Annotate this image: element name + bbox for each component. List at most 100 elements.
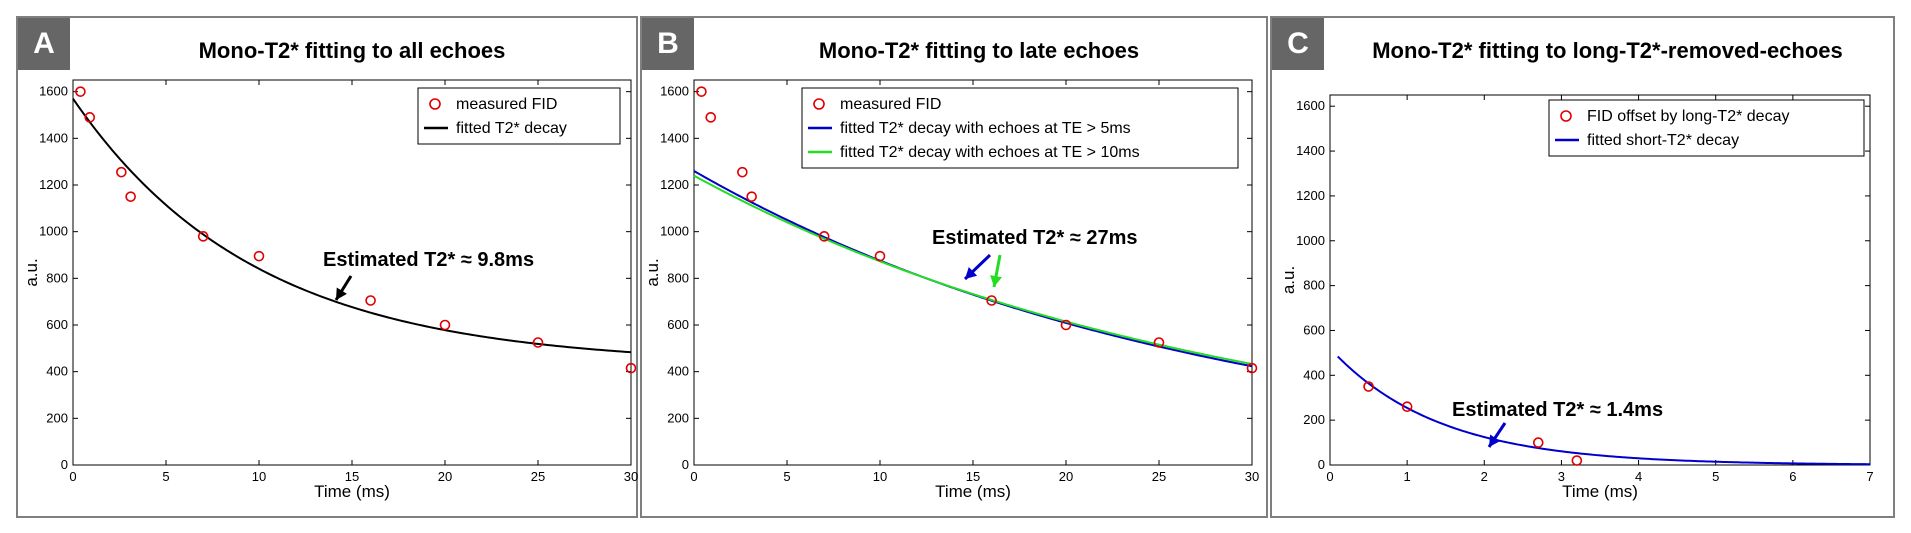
y-tick-label: 800 [1303, 278, 1325, 293]
panel-c: C Mono-T2* fitting to long-T2*-removed-e… [1270, 16, 1895, 518]
chart-title: Mono-T2* fitting to long-T2*-removed-ech… [1372, 38, 1843, 63]
x-tick-label: 10 [873, 469, 887, 484]
x-tick-label: 30 [1245, 469, 1259, 484]
legend-box [1548, 99, 1865, 157]
data-point [737, 166, 748, 178]
y-tick-label: 1600 [660, 84, 689, 99]
x-tick-label: 20 [438, 469, 452, 484]
x-tick-label: 5 [783, 469, 790, 484]
y-tick-label: 800 [667, 270, 689, 285]
chart-a: 0 200 400 600 800 1000 1200 1400 1600 0 5 10 15 20 25 3… [22, 79, 638, 501]
x-tick-label: 0 [690, 469, 697, 484]
y-tick-label: 1000 [660, 224, 689, 239]
legend-entry: fitted T2* decay with echoes at TE > 5ms [840, 120, 1131, 137]
annotation-text: Estimated T2* ≈ 9.8ms [323, 249, 534, 271]
legend-box [417, 87, 621, 145]
data-point [1571, 455, 1583, 466]
y-tick-label: 200 [1303, 412, 1325, 427]
data-point [1153, 337, 1165, 348]
x-axis-label: Time (ms) [935, 482, 1011, 501]
annotation-text: Estimated T2* ≈ 27ms [932, 227, 1138, 249]
y-tick-label: 1600 [1296, 98, 1325, 113]
annotation-arrowhead [336, 287, 347, 300]
y-tick-label: 200 [46, 410, 68, 425]
y-axis-label: a.u. [1279, 266, 1298, 294]
y-tick-label: 400 [667, 364, 689, 379]
data-point [116, 166, 127, 178]
legend-marker [1560, 110, 1572, 122]
legend-box [801, 87, 1239, 169]
plot-area [1329, 94, 1871, 466]
y-tick-label: 0 [682, 457, 689, 472]
data-point [1246, 362, 1258, 374]
x-tick-label: 25 [531, 469, 545, 484]
data-point [986, 295, 997, 306]
x-tick-label: 4 [1635, 469, 1642, 484]
data-point [1363, 381, 1374, 392]
data-point [1060, 319, 1072, 331]
x-tick-label: 15 [345, 469, 359, 484]
data-point [84, 112, 96, 123]
data-point [874, 250, 886, 262]
series-line-1 [1337, 355, 1871, 466]
series-line-2 [693, 174, 1253, 366]
x-tick-label: 7 [1866, 469, 1873, 484]
chart-title: Mono-T2* fitting to all echoes [198, 38, 506, 63]
panel-a: A Mono-T2* fitting to all echoes 0 200 400… [16, 16, 638, 518]
chart-title: Mono-T2* fitting to late echoes [818, 38, 1140, 63]
x-tick-label: 5 [162, 469, 169, 484]
legend-entry: FID offset by long-T2* decay [1587, 108, 1789, 125]
chart-c: 0 200 400 600 800 1000 1200 1400 1600 0 1 2 3 4 5 6 7 Tim… [1279, 94, 1874, 501]
y-tick-label: 1400 [39, 130, 68, 145]
panel-label: B [642, 18, 694, 70]
y-tick-label: 1200 [1296, 188, 1325, 203]
x-tick-label: 5 [1712, 469, 1719, 484]
x-tick-label: 25 [1152, 469, 1166, 484]
y-tick-label: 600 [667, 317, 689, 332]
panel-b: B Mono-T2* fitting to late echoes 0 200 40… [640, 16, 1268, 518]
series-line-1 [72, 98, 632, 354]
data-point [1532, 437, 1544, 448]
x-axis-label: Time (ms) [1562, 482, 1638, 501]
panel-label: A [18, 18, 70, 70]
y-tick-label: 1200 [39, 177, 68, 192]
y-tick-label: 600 [46, 317, 68, 332]
y-tick-label: 1600 [39, 84, 68, 99]
x-tick-label: 10 [252, 469, 266, 484]
x-tick-label: 30 [624, 469, 638, 484]
panel-label: C [1272, 18, 1324, 70]
data-point [746, 191, 757, 202]
data-point [625, 362, 637, 374]
legend-entry: measured FID [456, 96, 557, 113]
x-tick-label: 15 [966, 469, 980, 484]
annotation-text: Estimated T2* ≈ 1.4ms [1452, 399, 1663, 421]
legend-marker [429, 98, 441, 110]
legend-entry: fitted short-T2* decay [1587, 132, 1739, 149]
data-point [197, 231, 209, 242]
legend-entry: measured FID [840, 96, 941, 113]
annotation-arrowhead [990, 275, 1002, 287]
annotation-arrowhead [1489, 434, 1501, 447]
y-tick-label: 1400 [660, 130, 689, 145]
y-tick-label: 0 [61, 457, 68, 472]
y-tick-label: 1200 [660, 177, 689, 192]
legend-entry: fitted T2* decay [456, 120, 567, 137]
legend-marker [813, 98, 825, 110]
y-tick-label: 200 [667, 410, 689, 425]
y-axis-label: a.u. [643, 258, 662, 286]
data-point [439, 319, 451, 331]
x-tick-label: 6 [1789, 469, 1796, 484]
x-tick-label: 0 [1326, 469, 1333, 484]
data-point [696, 86, 707, 97]
x-tick-label: 0 [69, 469, 76, 484]
x-tick-label: 3 [1558, 469, 1565, 484]
y-tick-label: 400 [46, 364, 68, 379]
data-point [75, 86, 86, 97]
data-point [125, 191, 136, 202]
data-point [253, 250, 265, 262]
data-point [818, 231, 830, 242]
data-point [705, 112, 717, 123]
data-point [532, 337, 544, 348]
legend-entry: fitted T2* decay with echoes at TE > 10m… [840, 144, 1140, 161]
y-tick-label: 1000 [1296, 233, 1325, 248]
